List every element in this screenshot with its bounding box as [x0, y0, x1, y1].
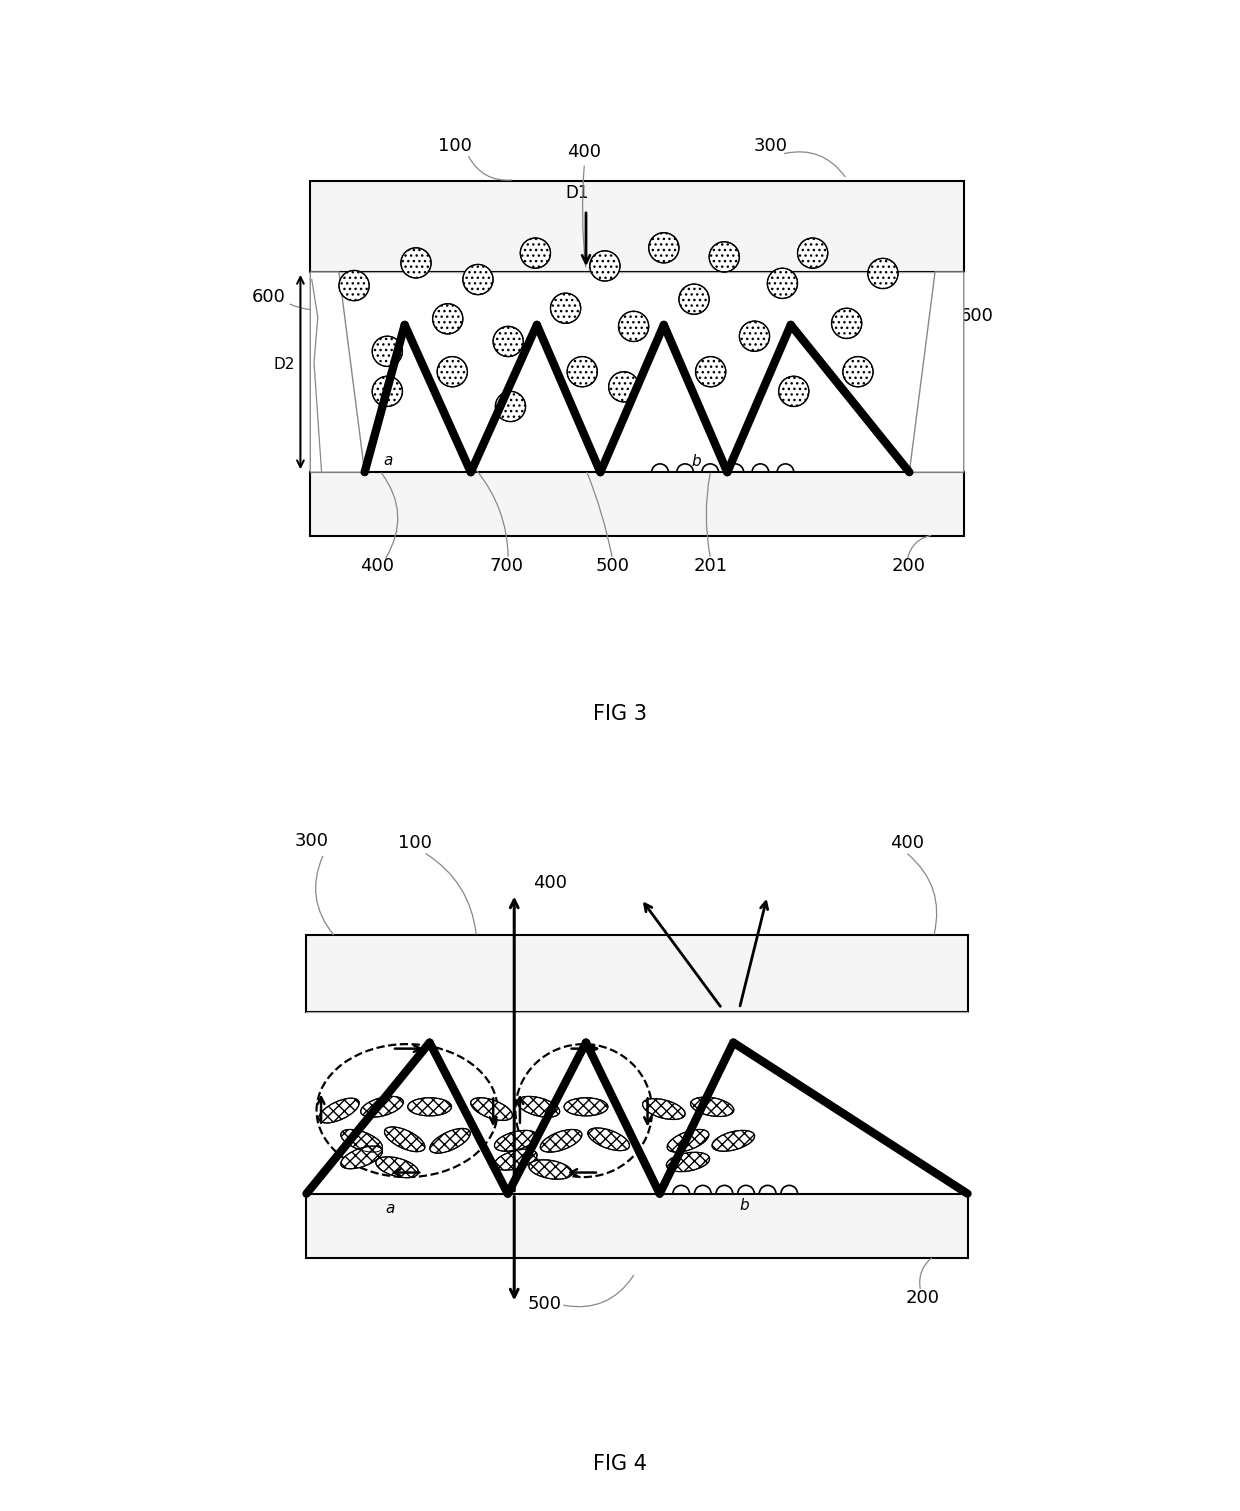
Bar — [306, 935, 967, 1012]
Text: 400: 400 — [533, 875, 567, 893]
Circle shape — [832, 308, 862, 338]
Circle shape — [401, 248, 432, 278]
Ellipse shape — [528, 1160, 572, 1179]
Circle shape — [619, 311, 649, 341]
Ellipse shape — [430, 1129, 470, 1153]
Text: 300: 300 — [295, 833, 329, 851]
Circle shape — [696, 357, 725, 387]
Text: 600: 600 — [252, 289, 285, 307]
Circle shape — [843, 357, 873, 387]
Circle shape — [709, 242, 739, 272]
Text: 300: 300 — [754, 138, 789, 156]
Circle shape — [779, 376, 808, 406]
Ellipse shape — [588, 1127, 630, 1151]
Circle shape — [868, 258, 898, 289]
Text: a: a — [384, 1201, 394, 1216]
Circle shape — [521, 239, 551, 267]
Ellipse shape — [642, 1098, 686, 1120]
Text: 500: 500 — [595, 558, 630, 576]
Circle shape — [680, 284, 709, 314]
Text: D2: D2 — [273, 357, 294, 372]
Text: FIG 3: FIG 3 — [593, 704, 647, 724]
Bar — [310, 471, 963, 536]
Text: 100: 100 — [439, 138, 472, 156]
Text: 600: 600 — [960, 307, 993, 325]
Polygon shape — [310, 272, 365, 471]
Circle shape — [339, 270, 370, 301]
Text: 201: 201 — [693, 558, 728, 576]
Circle shape — [768, 269, 797, 298]
Text: D1: D1 — [565, 184, 589, 202]
Circle shape — [372, 337, 403, 366]
Text: b: b — [739, 1198, 749, 1213]
Text: 400: 400 — [568, 144, 601, 162]
Ellipse shape — [667, 1129, 709, 1153]
Text: a: a — [383, 453, 393, 468]
Circle shape — [495, 391, 526, 422]
Circle shape — [797, 239, 828, 267]
Ellipse shape — [712, 1130, 755, 1151]
Text: 400: 400 — [890, 834, 924, 852]
Ellipse shape — [408, 1097, 451, 1115]
Bar — [306, 1194, 967, 1257]
Text: b: b — [692, 455, 702, 468]
Text: FIG 4: FIG 4 — [593, 1454, 647, 1475]
Circle shape — [438, 357, 467, 387]
Text: 400: 400 — [360, 558, 394, 576]
Ellipse shape — [691, 1097, 734, 1117]
Ellipse shape — [376, 1157, 418, 1177]
Ellipse shape — [341, 1145, 382, 1170]
Text: 500: 500 — [528, 1295, 562, 1313]
Ellipse shape — [517, 1097, 559, 1117]
Ellipse shape — [361, 1097, 403, 1117]
Ellipse shape — [471, 1097, 512, 1121]
Text: 200: 200 — [905, 1289, 939, 1307]
Polygon shape — [909, 272, 963, 471]
Ellipse shape — [384, 1127, 425, 1151]
Ellipse shape — [541, 1129, 582, 1153]
Circle shape — [649, 233, 680, 263]
Circle shape — [433, 304, 463, 334]
Text: 100: 100 — [398, 834, 432, 852]
Circle shape — [494, 326, 523, 357]
Ellipse shape — [319, 1098, 360, 1123]
Circle shape — [590, 251, 620, 281]
Circle shape — [739, 322, 770, 351]
Text: 200: 200 — [892, 558, 925, 576]
Text: 700: 700 — [490, 558, 523, 576]
Circle shape — [463, 264, 494, 295]
Circle shape — [551, 293, 580, 323]
Ellipse shape — [495, 1130, 537, 1151]
Ellipse shape — [564, 1097, 608, 1115]
Circle shape — [609, 372, 639, 402]
Ellipse shape — [495, 1150, 537, 1170]
Ellipse shape — [666, 1153, 709, 1171]
Bar — [310, 181, 963, 272]
Circle shape — [567, 357, 598, 387]
Ellipse shape — [341, 1129, 382, 1153]
Circle shape — [372, 376, 403, 406]
